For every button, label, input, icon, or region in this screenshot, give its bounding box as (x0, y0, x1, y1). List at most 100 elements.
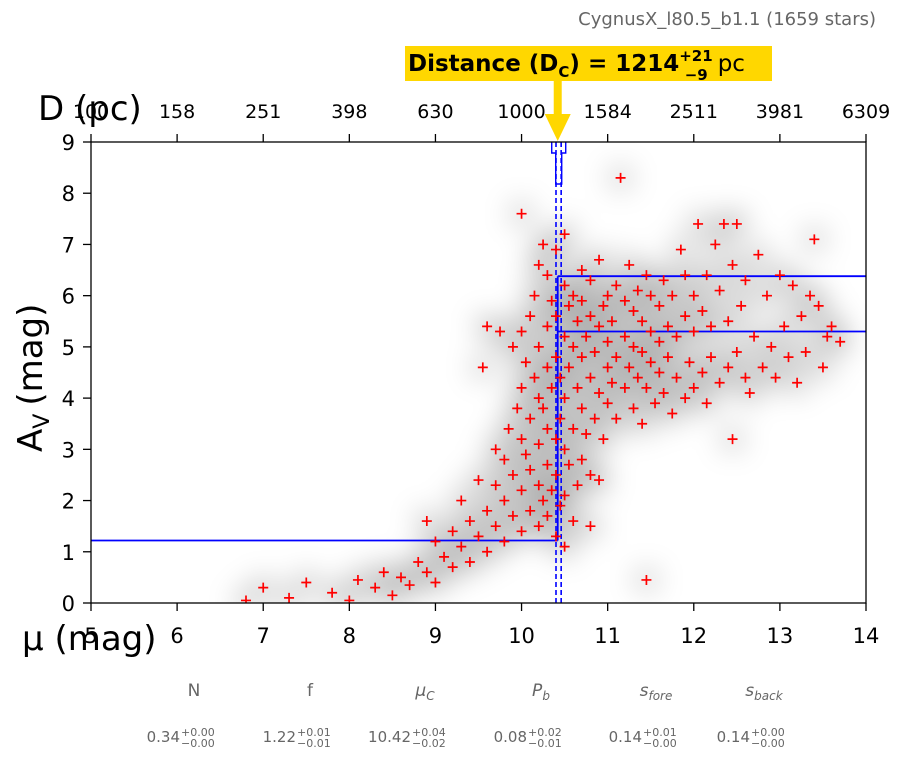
y-tick-label: 9 (62, 131, 75, 155)
star-point (662, 352, 673, 363)
top-tick-label: 3981 (756, 101, 804, 123)
star-point (525, 413, 536, 424)
star-point (378, 567, 389, 578)
star-point (680, 270, 691, 281)
star-point (667, 408, 678, 419)
star-point (559, 331, 570, 342)
star-point (499, 536, 510, 547)
star-point (490, 521, 501, 532)
x-axis-label: μ (mag) (22, 619, 157, 659)
star-point (637, 316, 648, 327)
y-tick-label: 0 (62, 592, 75, 616)
star-point (396, 572, 406, 583)
star-point (731, 218, 742, 229)
stat-lower-error: −0.00 (643, 737, 677, 750)
star-point (727, 434, 738, 445)
star-point (387, 590, 398, 601)
top-axis-label: D (pc) (38, 89, 142, 129)
star-point (805, 290, 816, 301)
star-point (602, 362, 613, 373)
stat-name: f (307, 681, 314, 701)
star-point (792, 377, 803, 388)
star-point (611, 413, 622, 424)
stat-value: 10.42 (368, 728, 411, 746)
star-point (499, 454, 510, 465)
star-point (520, 449, 531, 460)
star-point (563, 362, 574, 373)
star-point (525, 311, 536, 322)
star-point (606, 377, 617, 388)
star-point (525, 505, 536, 516)
star-point (594, 475, 605, 486)
star-point (507, 469, 518, 480)
star-point (774, 270, 785, 281)
star-point (507, 341, 518, 352)
star-point (568, 290, 579, 301)
star-point (744, 387, 755, 398)
star-point (563, 300, 574, 311)
star-point (464, 516, 475, 527)
y-tick-label: 3 (62, 438, 75, 462)
star-point (796, 311, 807, 322)
star-point (787, 280, 798, 291)
star-point (516, 434, 527, 445)
star-point (542, 362, 553, 373)
y-tick-label: 6 (62, 285, 75, 309)
star-point (641, 270, 652, 281)
star-point (456, 541, 467, 552)
star-point (581, 331, 592, 342)
star-point (658, 275, 669, 286)
star-point (589, 413, 600, 424)
stat-name: sback (745, 681, 783, 703)
top-tick-label: 6309 (842, 101, 890, 123)
star-point (516, 208, 527, 219)
y-axis-ticks: 0 1 2 3 4 5 6 7 8 9 (62, 131, 91, 616)
x-tick-label: 10 (508, 624, 535, 648)
star-point (680, 393, 691, 404)
stat-value: 0.14 (717, 728, 750, 746)
star-point (619, 295, 630, 306)
star-point (813, 300, 824, 311)
star-point (688, 326, 699, 337)
star-point (654, 300, 665, 311)
star-point (430, 536, 441, 547)
star-point (327, 587, 338, 598)
star-point (559, 229, 570, 240)
star-point (727, 259, 738, 270)
star-point (611, 352, 622, 363)
star-point (533, 341, 544, 352)
top-tick-label: 251 (245, 101, 281, 123)
star-point (714, 377, 725, 388)
star-point (817, 362, 828, 373)
star-point (559, 490, 570, 501)
star-point (641, 574, 652, 585)
star-point (542, 321, 553, 332)
star-point (482, 321, 493, 332)
y-tick-label: 5 (62, 336, 75, 360)
star-point (542, 459, 553, 470)
stat-upper-error: +0.01 (297, 726, 331, 739)
star-point (688, 382, 699, 393)
star-point (809, 234, 820, 245)
x-tick-label: 9 (429, 624, 442, 648)
star-point (667, 290, 678, 301)
star-point (568, 423, 579, 434)
star-point (430, 577, 441, 588)
star-point (602, 398, 613, 409)
top-tick-label: 1000 (497, 101, 545, 123)
star-point (822, 331, 833, 342)
star-point (551, 434, 561, 445)
star-point (542, 423, 553, 434)
star-point (628, 306, 639, 317)
star-point (740, 372, 751, 383)
top-tick-label: 100 (73, 101, 109, 123)
star-point (598, 300, 609, 311)
stat-upper-error: +0.02 (528, 726, 562, 739)
stat-upper-error: +0.00 (181, 726, 215, 739)
star-point (572, 382, 583, 393)
star-point (516, 326, 527, 337)
star-point (826, 321, 837, 332)
star-point (352, 574, 363, 585)
star-point (516, 526, 527, 537)
star-point (723, 316, 734, 327)
